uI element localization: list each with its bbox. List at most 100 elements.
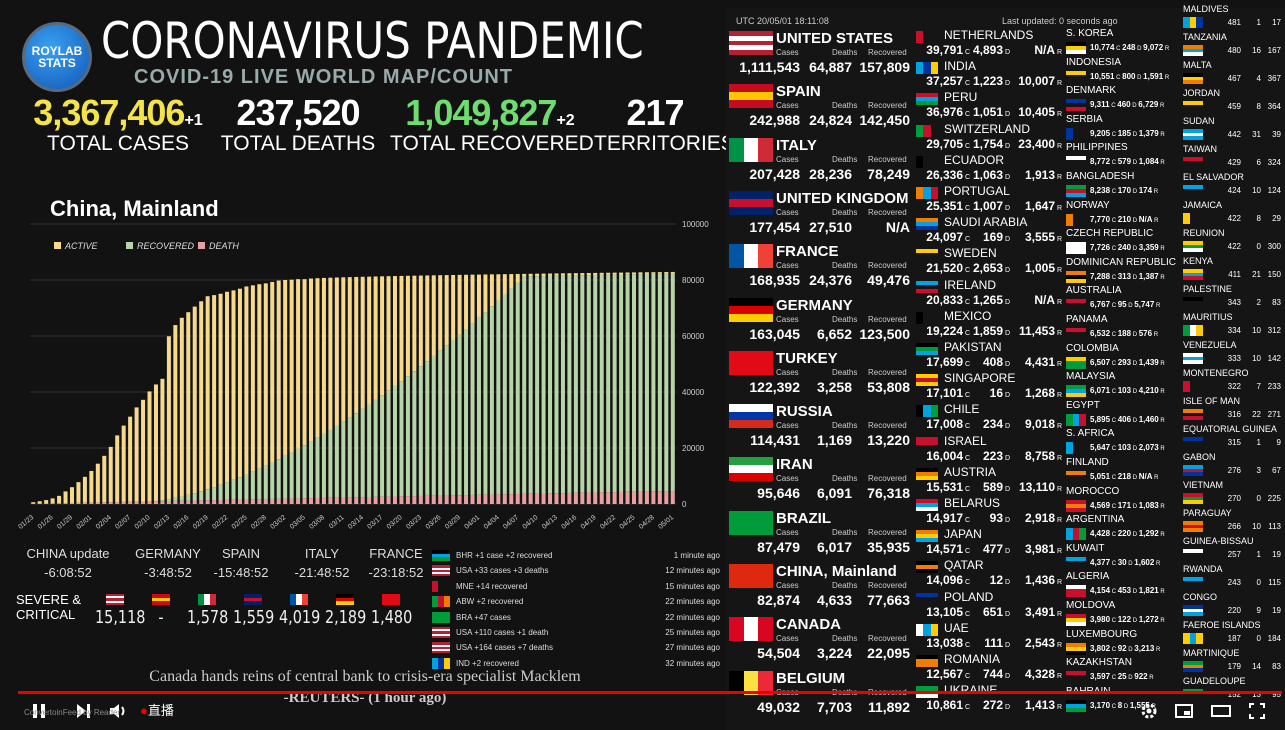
country-name: QATAR [944,558,984,573]
bar-death [115,502,120,504]
country-values: 4,154 C 453 D 1,821 R [1090,586,1165,595]
flag-icon [729,31,773,55]
cases-suffix: C [1110,589,1118,596]
deaths-header: Deaths [832,314,858,324]
bar-death [438,495,443,504]
flag-stripe [432,649,450,652]
flag-stripe [923,312,930,324]
bar-active [153,384,158,501]
bar-death [44,503,49,504]
country-name: RWANDA [1183,564,1223,574]
severe-value: 1,480 [371,607,413,628]
flag-stripe [1183,213,1190,224]
flag-stripe [1183,241,1203,245]
flag-stripe [916,382,938,387]
bar-active [89,470,94,503]
flag-stripe [1183,272,1203,277]
country-name: FAEROE ISLANDS [1183,620,1261,630]
deaths-number: 408 [982,355,1003,369]
severe-column: 4,019 [274,588,324,628]
bar-death [166,501,171,504]
flag-stripe [916,655,938,659]
country-values: 9,205 C 185 D 1,379 R [1090,129,1165,138]
country-row: MOLDOVA 3,980 C 122 D 1,272 R [1064,600,1179,629]
bar-active [31,502,36,504]
bar-recovered [444,345,449,496]
flag-stripe [916,530,938,535]
deaths-value: 111 D [984,636,1010,650]
recovered-value: 3,981 R [1025,542,1062,556]
x-tick-label: 02/04 [95,514,113,531]
theater-icon[interactable] [1210,702,1231,720]
bar-death [160,501,165,504]
bar-active [489,274,494,307]
volume-icon[interactable] [108,702,126,720]
bar-death [173,500,178,504]
cases-suffix: C [963,173,970,181]
country-values: 9,311 C 460 D 6,729 R [1090,100,1164,109]
country-name: LUXEMBOURG [1066,628,1138,640]
bar-active [380,276,385,396]
feed-item: USA +33 cases +3 deaths 12 minutes ago [430,563,722,578]
country-row: PHILIPPINES 8,772 C 579 D 1,084 R [1064,142,1179,171]
deaths-suffix: D [1003,641,1010,649]
bar-recovered [179,496,184,501]
flag-stripe [1183,129,1203,133]
flag-stripe [729,465,773,474]
flag-icon [1183,101,1203,112]
live-indicator[interactable]: ●直播 [140,702,180,720]
right-panel: UTC 20/05/01 18:11:08 Last updated: 0 se… [726,4,1285,730]
recovered-value: 1,005 R [1025,261,1062,275]
bar-death [76,502,81,504]
cases-number: 13,105 [926,604,963,619]
recovered-value: 4,210 [1138,386,1159,396]
bar-active [664,272,669,274]
recovered-value: 13,220 [867,432,910,449]
recovered-header: Recovered [868,421,907,431]
pause-icon[interactable] [30,702,48,720]
fullscreen-icon[interactable] [1248,702,1266,720]
cases-value: 13,105 C [926,605,970,619]
country-name: ISRAEL [944,433,987,448]
flag-stripe [916,343,938,347]
bar-death [63,503,68,504]
progress-bar[interactable] [18,691,1282,694]
severe-critical: SEVERE & CRITICAL 15,118- 1,578 1,559 4,019 2… [6,588,426,638]
flag-stripe [106,602,124,606]
bar-death [593,492,598,504]
country-row: MALDIVES 481 1 17 [1181,4,1285,32]
bar-active [638,272,643,275]
country-name: SAUDI ARABIA [944,215,1028,230]
y-tick-label: 0 [682,500,687,509]
flag-icon [916,62,938,75]
x-tick-label: 03/14 [347,514,365,531]
recovered-value: 9,072 [1143,43,1164,52]
recovered-value: 19 [1272,606,1281,615]
cases-value: 334 [1227,326,1241,335]
flag-icon [729,137,774,162]
recovered-value: 2,073 [1138,443,1159,453]
flag-stripe [729,617,744,642]
country-name: DOMINICAN REPUBLIC [1066,256,1177,268]
cases-value: 422 [1227,242,1241,251]
flag-stripe [1066,127,1073,140]
country-row: AUSTRALIA 6,767 C 95 D 5,747 R [1064,285,1179,314]
cases-value: 14,571 C [926,542,970,556]
bar-recovered [425,361,430,496]
cases-suffix: C [963,579,970,587]
x-tick-label: 03/17 [366,514,384,531]
flag-icon [1183,17,1204,28]
country-row: GUADELOUPE 152 13 95 [1181,676,1285,704]
next-icon[interactable] [74,702,92,720]
total-recovered-label: TOTAL RECOVERED [390,132,594,155]
country-name: S. KOREA [1066,28,1114,39]
miniplayer-icon[interactable] [1174,702,1193,720]
bar-death [179,500,184,504]
flag-stripe [916,374,938,379]
settings-icon[interactable] [1140,702,1158,720]
recovered-value: 3,213 [1134,643,1155,653]
country-row: DENMARK 9,311 C 460 D 6,729 R [1064,85,1179,114]
country-card: FRANCE Cases Deaths Recovered 168,935 24,376 4… [726,241,912,294]
flag-stripe [432,572,450,575]
deaths-number: 1,265 [972,292,1003,307]
